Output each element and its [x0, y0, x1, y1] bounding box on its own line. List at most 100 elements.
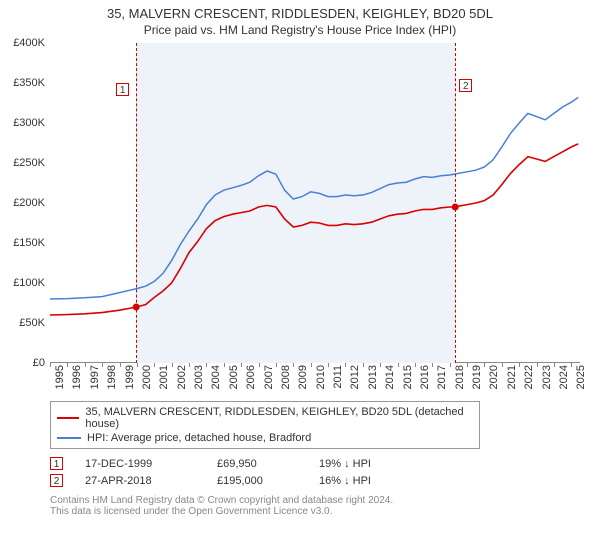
legend-swatch	[57, 437, 81, 439]
x-axis-tick: 2011	[332, 365, 344, 395]
event-price: £195,000	[217, 475, 297, 487]
x-axis-tick-mark	[189, 363, 190, 367]
x-axis-tick-mark	[398, 363, 399, 367]
events-table: 1 17-DEC-1999 £69,950 19% ↓ HPI 2 27-APR-2018…	[50, 455, 600, 489]
x-axis-tick: 2007	[263, 365, 275, 395]
legend-label: HPI: Average price, detached house, Brad…	[87, 432, 311, 444]
series-line-property	[50, 144, 578, 315]
x-axis-tick-mark	[345, 363, 346, 367]
x-axis-tick-mark	[415, 363, 416, 367]
y-axis-tick: £300K	[0, 117, 45, 129]
y-axis-tick: £350K	[0, 77, 45, 89]
y-axis-tick: £100K	[0, 277, 45, 289]
x-axis-tick-mark	[502, 363, 503, 367]
x-axis-tick: 2004	[210, 365, 222, 395]
x-axis-tick-mark	[450, 363, 451, 367]
x-axis-tick-mark	[432, 363, 433, 367]
y-axis-tick: £150K	[0, 237, 45, 249]
footer-line-1: Contains HM Land Registry data © Crown c…	[50, 495, 600, 506]
x-axis-tick: 2024	[558, 365, 570, 395]
x-axis-tick-mark	[259, 363, 260, 367]
series-line-hpi	[50, 97, 578, 299]
plot-region: 12	[50, 43, 580, 363]
footer-line-2: This data is licensed under the Open Gov…	[50, 506, 600, 517]
chart-area: 12 £0£50K£100K£150K£200K£250K£300K£350K£…	[50, 43, 580, 393]
y-axis-tick: £250K	[0, 157, 45, 169]
y-axis-tick: £50K	[0, 317, 45, 329]
x-axis-tick: 2013	[367, 365, 379, 395]
event-date: 27-APR-2018	[85, 475, 195, 487]
event-index-box: 2	[50, 474, 63, 487]
x-axis-tick: 2016	[419, 365, 431, 395]
x-axis-tick: 1998	[106, 365, 118, 395]
legend-item: HPI: Average price, detached house, Brad…	[57, 431, 473, 445]
y-axis-tick: £0	[0, 357, 45, 369]
x-axis-tick: 2020	[488, 365, 500, 395]
x-axis-tick: 2012	[349, 365, 361, 395]
x-axis-tick: 1995	[54, 365, 66, 395]
x-axis-tick-mark	[276, 363, 277, 367]
x-axis-tick-mark	[484, 363, 485, 367]
x-axis-tick-mark	[571, 363, 572, 367]
legend-box: 35, MALVERN CRESCENT, RIDDLESDEN, KEIGHL…	[50, 401, 480, 449]
x-axis-tick-mark	[241, 363, 242, 367]
x-axis-tick: 2019	[471, 365, 483, 395]
event-vs-hpi: 19% ↓ HPI	[319, 458, 409, 470]
event-index-box: 1	[50, 457, 63, 470]
y-axis-tick: £400K	[0, 37, 45, 49]
event-row: 1 17-DEC-1999 £69,950 19% ↓ HPI	[50, 455, 600, 472]
legend-item: 35, MALVERN CRESCENT, RIDDLESDEN, KEIGHL…	[57, 405, 473, 431]
x-axis-tick-mark	[67, 363, 68, 367]
x-axis-tick: 1996	[71, 365, 83, 395]
x-axis-tick: 2001	[158, 365, 170, 395]
x-axis-tick: 2006	[245, 365, 257, 395]
event-marker-vline-1	[136, 43, 137, 363]
x-axis-tick-mark	[293, 363, 294, 367]
x-axis-tick: 1999	[124, 365, 136, 395]
x-axis-tick: 2018	[454, 365, 466, 395]
page-title: 35, MALVERN CRESCENT, RIDDLESDEN, KEIGHL…	[0, 6, 600, 21]
x-axis-tick-mark	[537, 363, 538, 367]
x-axis-tick-mark	[519, 363, 520, 367]
x-axis-tick-mark	[120, 363, 121, 367]
x-axis-tick: 2009	[297, 365, 309, 395]
x-axis-tick: 2025	[575, 365, 587, 395]
x-axis-tick-mark	[467, 363, 468, 367]
x-axis-tick: 2008	[280, 365, 292, 395]
x-axis-tick-mark	[50, 363, 51, 367]
legend-label: 35, MALVERN CRESCENT, RIDDLESDEN, KEIGHL…	[85, 406, 473, 430]
x-axis-tick-mark	[554, 363, 555, 367]
x-axis-tick: 2022	[523, 365, 535, 395]
x-axis-tick: 2015	[402, 365, 414, 395]
event-row: 2 27-APR-2018 £195,000 16% ↓ HPI	[50, 472, 600, 489]
x-axis-tick: 2017	[436, 365, 448, 395]
footer: Contains HM Land Registry data © Crown c…	[50, 495, 600, 517]
event-marker-box-1: 1	[116, 83, 129, 96]
x-axis-tick: 2005	[228, 365, 240, 395]
y-axis-tick: £200K	[0, 197, 45, 209]
x-axis-tick: 2000	[141, 365, 153, 395]
x-axis-tick-mark	[154, 363, 155, 367]
x-axis-tick-mark	[172, 363, 173, 367]
event-marker-vline-2	[455, 43, 456, 363]
page-subtitle: Price paid vs. HM Land Registry's House …	[0, 23, 600, 37]
x-axis-tick: 2023	[541, 365, 553, 395]
event-vs-hpi: 16% ↓ HPI	[319, 475, 409, 487]
chart-svg	[50, 43, 580, 363]
event-price: £69,950	[217, 458, 297, 470]
x-axis-tick-mark	[380, 363, 381, 367]
x-axis-tick-mark	[328, 363, 329, 367]
x-axis-tick-mark	[102, 363, 103, 367]
legend-swatch	[57, 417, 79, 419]
x-axis-tick: 2003	[193, 365, 205, 395]
x-axis-tick-mark	[206, 363, 207, 367]
event-date: 17-DEC-1999	[85, 458, 195, 470]
x-axis-tick: 2002	[176, 365, 188, 395]
x-axis-tick: 1997	[89, 365, 101, 395]
x-axis-tick-mark	[137, 363, 138, 367]
x-axis-tick: 2014	[384, 365, 396, 395]
x-axis-tick: 2021	[506, 365, 518, 395]
x-axis-tick-mark	[311, 363, 312, 367]
x-axis-tick-mark	[224, 363, 225, 367]
event-marker-box-2: 2	[459, 79, 472, 92]
